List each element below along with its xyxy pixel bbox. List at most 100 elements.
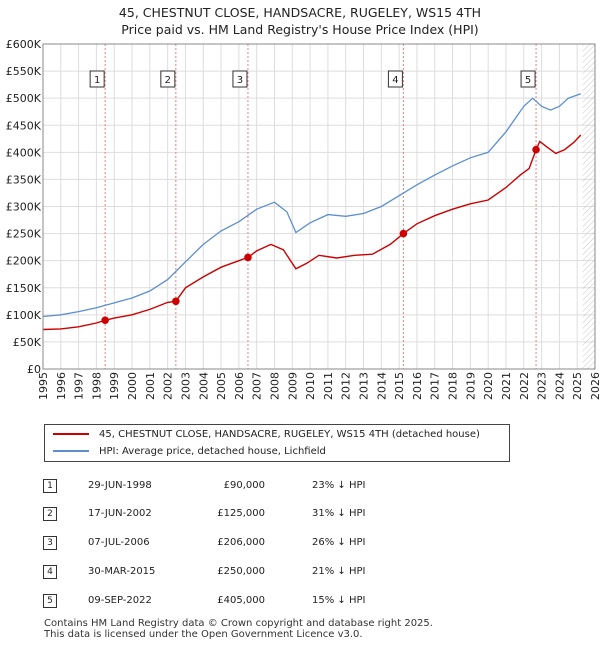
x-tick-label: 1998 <box>90 372 103 400</box>
x-tick-label: 2024 <box>553 372 566 400</box>
series-line-hpi <box>42 93 582 318</box>
chart-title: 45, CHESTNUT CLOSE, HANDSACRE, RUGELEY, … <box>0 4 600 38</box>
sale-row: 2 17-JUN-2002 £125,000 31% ↓ HPI <box>0 504 600 524</box>
sale-hpi-diff: 26% ↓ HPI <box>312 537 366 548</box>
legend-label-hpi: HPI: Average price, detached house, Lich… <box>99 446 326 457</box>
x-tick-label: 2005 <box>215 372 228 400</box>
sale-marker-box <box>89 70 105 88</box>
sale-hpi-diff: 23% ↓ HPI <box>312 480 366 491</box>
legend: 45, CHESTNUT CLOSE, HANDSACRE, RUGELEY, … <box>44 424 510 462</box>
sale-row: 4 30-MAR-2015 £250,000 21% ↓ HPI <box>0 562 600 582</box>
x-tick-label: 2007 <box>251 372 264 400</box>
x-tick-label: 2012 <box>340 372 353 400</box>
y-tick-label: £500K <box>6 92 42 105</box>
footer-attribution: Contains HM Land Registry data © Crown c… <box>44 618 433 640</box>
legend-swatch-hpi <box>53 450 89 452</box>
sale-point <box>101 316 109 325</box>
sale-point <box>532 145 540 154</box>
y-tick-label: £100K <box>6 309 42 322</box>
legend-item-hpi: HPI: Average price, detached house, Lich… <box>53 444 326 460</box>
sale-marker-box <box>232 70 248 88</box>
title-line-1: 45, CHESTNUT CLOSE, HANDSACRE, RUGELEY, … <box>118 5 482 20</box>
y-tick-label: £350K <box>6 173 42 186</box>
sale-marker-label: 1 <box>94 75 100 86</box>
sale-number-badge: 3 <box>43 536 57 550</box>
x-tick-label: 2004 <box>197 372 210 400</box>
y-tick-label: £50K <box>13 336 42 349</box>
legend-item-property: 45, CHESTNUT CLOSE, HANDSACRE, RUGELEY, … <box>53 427 480 443</box>
x-tick-label: 2016 <box>411 372 424 400</box>
x-tick-label: 2014 <box>375 372 388 400</box>
x-tick-label: 2013 <box>358 372 371 400</box>
sale-price: £250,000 <box>217 566 265 577</box>
x-tick-label: 2017 <box>429 372 442 400</box>
sale-row: 3 07-JUL-2006 £206,000 26% ↓ HPI <box>0 533 600 553</box>
sale-price: £125,000 <box>217 508 265 519</box>
sale-row: 1 29-JUN-1998 £90,000 23% ↓ HPI <box>0 476 600 496</box>
y-tick-label: £300K <box>6 201 42 214</box>
price-chart: 1 2 3 4 5 £0 £50K £100K £150K £200K £250K £300K £350… <box>6 38 600 400</box>
footer-line-2: This data is licensed under the Open Gov… <box>44 629 363 640</box>
sale-date: 29-JUN-1998 <box>88 480 152 491</box>
x-tick-label: 2010 <box>304 372 317 400</box>
x-tick-label: 2000 <box>126 372 139 400</box>
sale-date: 07-JUL-2006 <box>88 537 150 548</box>
x-tick-label: 2003 <box>179 372 192 400</box>
title-line-2: Price paid vs. HM Land Registry's House … <box>121 22 479 37</box>
y-tick-label: £200K <box>6 255 42 268</box>
sale-price: £405,000 <box>217 595 265 606</box>
y-tick-label: £450K <box>6 119 42 132</box>
sale-point <box>172 297 180 306</box>
sale-marker-label: 5 <box>525 75 531 86</box>
x-tick-label: 2006 <box>233 372 246 400</box>
sale-marker-box <box>160 70 176 88</box>
x-tick-label: 2001 <box>144 372 157 400</box>
sale-marker-box <box>520 70 536 88</box>
legend-swatch-property <box>53 433 89 435</box>
sale-marker-box <box>387 70 403 88</box>
x-tick-label: 2021 <box>500 372 513 400</box>
sale-number-badge: 4 <box>43 565 57 579</box>
sale-hpi-diff: 15% ↓ HPI <box>312 595 366 606</box>
x-tick-label: 2009 <box>286 372 299 400</box>
x-tick-label: 2002 <box>162 372 175 400</box>
sale-point <box>399 229 408 238</box>
series-line-property <box>42 134 582 331</box>
x-tick-label: 2026 <box>589 372 600 400</box>
x-tick-label: 1995 <box>37 372 50 400</box>
sale-price: £90,000 <box>223 480 265 491</box>
sale-point <box>244 253 252 262</box>
y-tick-label: £150K <box>6 282 42 295</box>
sale-price: £206,000 <box>217 537 265 548</box>
x-tick-label: 2025 <box>571 372 584 400</box>
y-tick-label: £550K <box>6 65 42 78</box>
legend-label-property: 45, CHESTNUT CLOSE, HANDSACRE, RUGELEY, … <box>99 429 480 440</box>
sale-number-badge: 5 <box>43 594 57 608</box>
x-tick-label: 2008 <box>268 372 281 400</box>
plot-frame <box>42 43 596 370</box>
footer-line-1: Contains HM Land Registry data © Crown c… <box>44 618 433 629</box>
sale-marker-label: 2 <box>165 75 171 86</box>
sale-number-badge: 1 <box>43 479 57 493</box>
x-tick-label: 1999 <box>108 372 121 400</box>
sale-date: 17-JUN-2002 <box>88 508 152 519</box>
x-tick-label: 2022 <box>518 372 531 400</box>
sale-row: 5 09-SEP-2022 £405,000 15% ↓ HPI <box>0 591 600 611</box>
sale-hpi-diff: 31% ↓ HPI <box>312 508 366 519</box>
sale-marker-label: 4 <box>392 75 398 86</box>
y-tick-label: £250K <box>6 228 42 241</box>
y-tick-label: £400K <box>6 146 42 159</box>
x-tick-label: 2015 <box>393 372 406 400</box>
y-tick-label: £0 <box>27 363 41 376</box>
sale-date: 09-SEP-2022 <box>88 595 152 606</box>
x-tick-label: 1996 <box>55 372 68 400</box>
forecast-hatch-region <box>582 44 595 369</box>
sale-marker-label: 3 <box>237 75 243 86</box>
sale-number-badge: 2 <box>43 507 57 521</box>
sale-hpi-diff: 21% ↓ HPI <box>312 566 366 577</box>
x-tick-label: 2020 <box>482 372 495 400</box>
x-tick-label: 2011 <box>322 372 335 400</box>
x-tick-label: 2019 <box>464 372 477 400</box>
x-tick-label: 2023 <box>536 372 549 400</box>
y-tick-label: £600K <box>6 38 42 51</box>
